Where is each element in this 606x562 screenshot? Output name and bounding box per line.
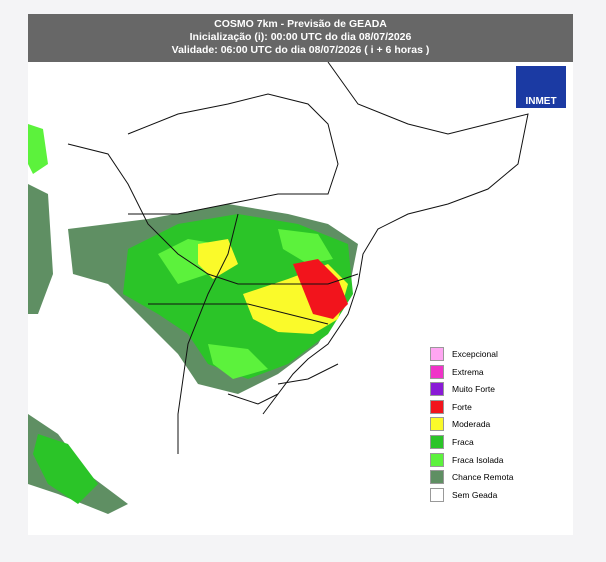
legend-swatch xyxy=(430,382,444,397)
legend-swatch xyxy=(430,452,444,467)
legend-label: Excepcional xyxy=(452,349,498,359)
legend-label: Chance Remota xyxy=(452,472,514,483)
map xyxy=(28,61,529,514)
legend-item: Fraca xyxy=(430,435,540,449)
logo-text: INMET xyxy=(525,96,557,107)
legend-item: Muito Forte xyxy=(430,382,540,397)
legend-swatch xyxy=(430,487,444,502)
legend-label: Moderada xyxy=(452,419,491,430)
legend-item: Extrema xyxy=(430,364,540,379)
legend-swatch xyxy=(430,399,444,414)
legend-label: Fraca xyxy=(452,437,474,447)
legend-item: Forte xyxy=(430,399,540,414)
map-panel: COSMO 7km - Previsão de GEADA Inicializa… xyxy=(28,14,573,535)
legend-label: Muito Forte xyxy=(452,384,495,395)
legend-item: Sem Geada xyxy=(430,487,540,502)
legend-swatch xyxy=(430,364,444,379)
legend-swatch xyxy=(430,347,444,361)
legend-item: Fraca Isolada xyxy=(430,452,540,467)
legend-label: Extrema xyxy=(452,366,484,377)
legend-label: Fraca Isolada xyxy=(452,454,504,465)
title: COSMO 7km - Previsão de GEADA xyxy=(214,18,387,30)
legend-label: Forte xyxy=(452,401,472,412)
legend-item: Moderada xyxy=(430,417,540,432)
legend-swatch xyxy=(430,470,444,485)
logo: INMET xyxy=(516,66,566,108)
header: COSMO 7km - Previsão de GEADA Inicializa… xyxy=(28,14,573,62)
init-time: Inicialização (i): 00:00 UTC do dia 08/0… xyxy=(189,31,412,43)
valid-time: Validade: 06:00 UTC do dia 08/07/2026 ( … xyxy=(171,44,430,56)
legend-label: Sem Geada xyxy=(452,489,498,500)
legend-item: Chance Remota xyxy=(430,470,540,485)
legend-swatch xyxy=(430,435,444,449)
legend-item: Excepcional xyxy=(430,347,540,361)
legend-swatch xyxy=(430,417,444,432)
